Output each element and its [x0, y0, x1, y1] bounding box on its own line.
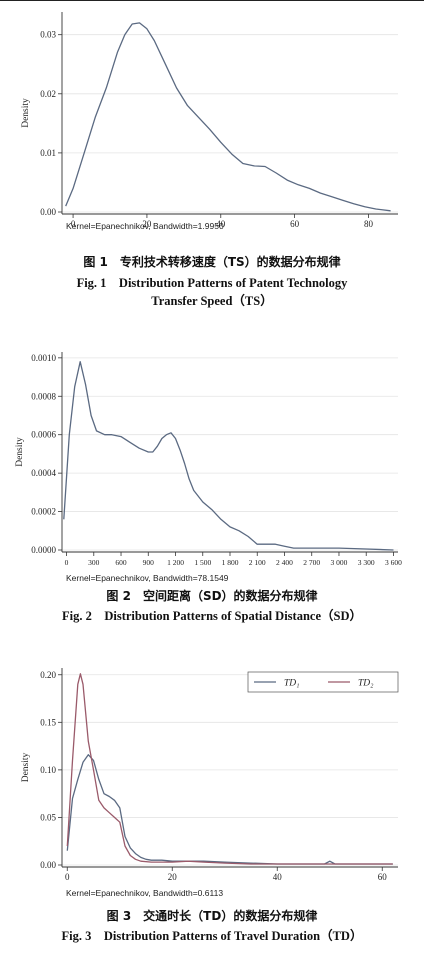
series-line-0 — [63, 361, 394, 551]
x-tick-label-5: 1 500 — [194, 558, 211, 567]
x-tick-label-3: 60 — [378, 872, 388, 882]
figure-2-caption-cn: 图 2 空间距离（SD）的数据分布规律 — [106, 589, 318, 603]
y-tick-label-0: 0.0000 — [31, 545, 56, 555]
x-tick-label-10: 3 000 — [331, 558, 348, 567]
y-axis-label: Density — [15, 437, 25, 467]
y-axis-label: Density — [21, 752, 31, 782]
figure-2-caption-en: Fig. 2 Distribution Patterns of Spatial … — [61, 609, 362, 623]
legend-label-2: TD₂ — [358, 679, 374, 689]
figure-1: 0.00 0.01 0.02 0.03 0 20 40 60 80 Density Kernel=E… — [0, 0, 424, 320]
x-tick-label-2: 40 — [216, 219, 226, 229]
y-tick-label-2: 0.0004 — [31, 468, 56, 478]
kernel-note: Kernel=Epanechnikov, Bandwidth=78.1549 — [66, 573, 229, 583]
y-tick-label-4: 0.0008 — [31, 391, 56, 401]
x-tick-label-0: 0 — [65, 558, 69, 567]
x-tick-label-1: 300 — [88, 558, 100, 567]
figure-1-caption-cn: 图 1 专利技术转移速度（TS）的数据分布规律 — [83, 255, 341, 269]
x-tick-label-0: 0 — [71, 219, 76, 229]
legend-label-1: TD₁ — [284, 679, 299, 689]
x-tick-label-3: 60 — [290, 219, 300, 229]
y-tick-label-3: 0.0006 — [31, 430, 56, 440]
y-tick-label-0: 0.00 — [40, 860, 56, 870]
x-tick-label-2: 40 — [273, 872, 283, 882]
y-tick-label-2: 0.10 — [40, 765, 56, 775]
y-tick-label-5: 0.0010 — [31, 353, 56, 363]
series-line-td2 — [66, 673, 393, 865]
figure-3-caption-cn: 图 3 交通时长（TD）的数据分布规律 — [106, 909, 318, 923]
y-tick-label-3: 0.03 — [40, 30, 56, 40]
x-tick-label-12: 3 600 — [385, 558, 402, 567]
y-tick-label-2: 0.02 — [40, 89, 56, 99]
x-tick-label-0: 0 — [65, 872, 70, 882]
x-tick-label-2: 600 — [115, 558, 127, 567]
x-tick-label-1: 20 — [142, 219, 152, 229]
y-tick-label-3: 0.15 — [40, 717, 56, 727]
figure-3-caption-en: Fig. 3 Distribution Patterns of Travel D… — [61, 929, 363, 943]
series-line-0 — [65, 22, 391, 212]
y-tick-label-1: 0.0002 — [31, 507, 56, 517]
legend-box — [247, 671, 399, 693]
figure-2: 0.0000 0.0002 0.0004 0.0006 0.0008 0.0010 0 300… — [0, 340, 424, 640]
y-axis-label: Density — [21, 98, 31, 128]
x-tick-label-3: 900 — [143, 558, 155, 567]
series-line-td1 — [66, 754, 393, 865]
x-tick-label-11: 3 300 — [358, 558, 375, 567]
y-tick-label-1: 0.05 — [40, 812, 56, 822]
x-tick-label-7: 2 100 — [249, 558, 266, 567]
kernel-note: Kernel=Epanechnikov, Bandwidth=1.9950 — [66, 221, 224, 231]
y-tick-label-0: 0.00 — [40, 207, 56, 217]
x-tick-label-8: 2 400 — [276, 558, 293, 567]
x-tick-label-1: 20 — [168, 872, 178, 882]
y-tick-label-1: 0.01 — [40, 148, 56, 158]
x-tick-label-9: 2 700 — [303, 558, 320, 567]
kernel-note: Kernel=Epanechnikov, Bandwidth=0.6113 — [66, 888, 223, 898]
page-top-rule — [0, 0, 424, 1]
x-tick-label-4: 80 — [364, 219, 374, 229]
figure-2-density-chart: 0.0000 0.0002 0.0004 0.0006 0.0008 0.0010 0 300… — [15, 352, 402, 583]
figure-1-caption-en-line1: Fig. 1 Distribution Patterns of Patent T… — [76, 276, 348, 290]
x-tick-label-6: 1 800 — [222, 558, 239, 567]
y-tick-label-4: 0.20 — [40, 670, 56, 680]
figure-1-density-chart: 0.00 0.01 0.02 0.03 0 20 40 60 80 Density Kernel=E… — [21, 12, 398, 231]
figure-3: 0.00 0.05 0.10 0.15 0.20 0 20 40 60 Density Kernel… — [0, 660, 424, 960]
figure-1-caption-en-line2: Transfer Speed（TS） — [151, 294, 273, 308]
x-tick-label-4: 1 200 — [167, 558, 184, 567]
figure-3-density-chart: 0.00 0.05 0.10 0.15 0.20 0 20 40 60 Density Kernel… — [21, 668, 399, 898]
